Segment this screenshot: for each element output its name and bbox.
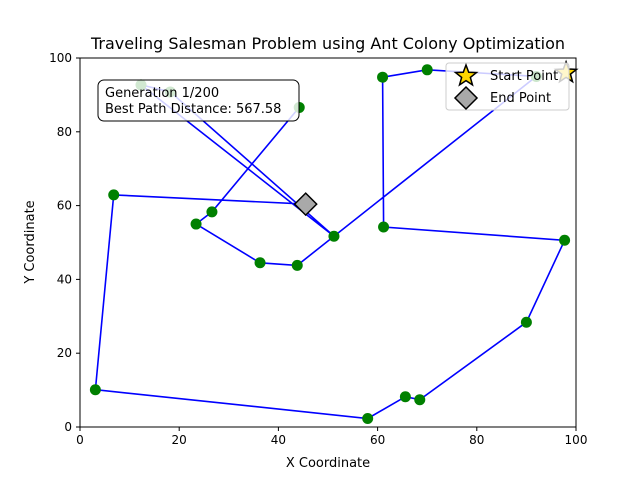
x-tick-label: 60 — [370, 433, 385, 447]
city-point — [362, 413, 374, 425]
city-point — [89, 384, 101, 396]
end-point-marker — [293, 192, 318, 217]
info-box: Generation 1/200 Best Path Distance: 567… — [97, 79, 300, 122]
city-point — [377, 71, 389, 83]
x-tick-label: 0 — [76, 433, 84, 447]
y-tick-label: 0 — [64, 420, 72, 434]
city-point — [520, 316, 532, 328]
city-point — [291, 259, 303, 271]
route-path — [94, 68, 566, 420]
legend-star-icon — [453, 62, 479, 87]
legend-start-label: Start Point — [490, 69, 558, 84]
city-point — [421, 64, 433, 76]
city-point — [414, 394, 426, 406]
city-point — [190, 218, 202, 230]
x-tick-label: 20 — [172, 433, 187, 447]
city-point — [399, 391, 411, 403]
x-tick-label: 40 — [271, 433, 286, 447]
y-axis: 0 20 40 60 80 100 — [49, 51, 80, 434]
city-point — [378, 221, 390, 233]
city-point — [328, 230, 340, 242]
axes-frame — [79, 57, 577, 428]
best-distance-text: Best Path Distance: 567.58 — [105, 102, 281, 117]
y-tick-label: 20 — [57, 346, 72, 360]
plot-area — [89, 59, 579, 425]
chart-title: Traveling Salesman Problem using Ant Col… — [90, 34, 565, 53]
x-tick-label: 100 — [565, 433, 588, 447]
y-tick-label: 100 — [49, 51, 72, 65]
city-point — [559, 234, 571, 246]
y-tick-label: 80 — [57, 125, 72, 139]
x-tick-label: 80 — [469, 433, 484, 447]
legend-diamond-icon — [453, 85, 479, 111]
x-axis: 0 20 40 60 80 100 — [76, 427, 587, 447]
info-box-frame — [97, 79, 300, 122]
legend: Start Point End Point — [445, 62, 570, 111]
generation-text: Generation 1/200 — [105, 86, 219, 101]
y-tick-label: 60 — [57, 199, 72, 213]
city-point — [254, 257, 266, 269]
city-point — [108, 189, 120, 201]
city-point — [206, 206, 218, 218]
y-axis-label: Y Coordinate — [23, 200, 38, 284]
legend-end-label: End Point — [490, 91, 551, 106]
x-axis-label: X Coordinate — [286, 456, 370, 471]
y-tick-label: 40 — [57, 272, 72, 286]
